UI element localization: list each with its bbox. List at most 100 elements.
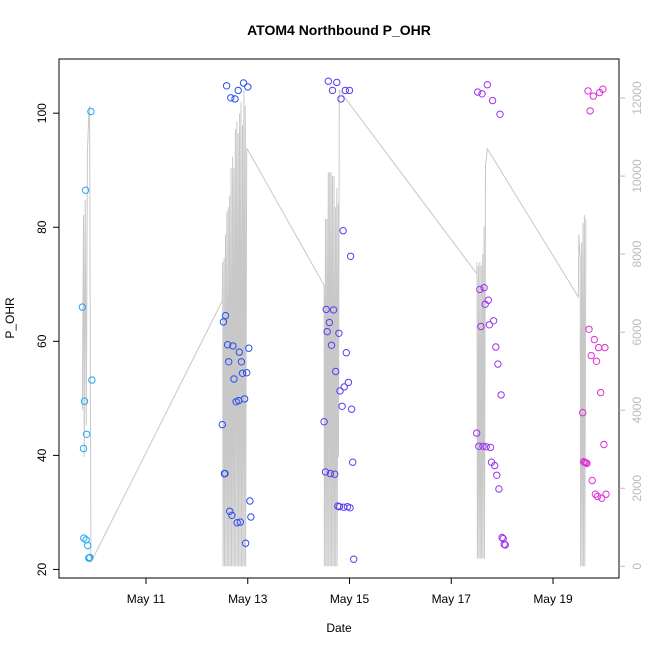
data-point [484,296,492,304]
data-point [478,90,486,98]
data-point [597,388,605,397]
data-point [81,186,90,194]
y-tick-label: 20 [35,562,49,576]
data-point [229,342,237,350]
secondary-series-line [81,88,587,567]
data-point [602,490,610,498]
data-point [346,504,354,512]
data-point [79,444,88,453]
data-point [231,95,239,103]
data-point [338,402,346,410]
data-point [238,369,247,377]
data-point [244,83,252,91]
data-point [221,469,229,478]
data-point [501,541,509,549]
data-point [222,82,231,90]
data-point [585,325,593,333]
data-point [227,94,235,102]
plot-frame [58,58,620,579]
data-point [482,443,490,451]
data-point [480,284,488,292]
data-point [485,321,494,329]
y2-tick-label: 6000 [630,318,644,345]
data-point [346,252,355,260]
data-point [495,485,503,493]
data-point [477,322,485,331]
data-point [219,318,228,326]
axes-layer: May 11 May 13 May 15 May 17 May 19 20 40 60 80 10… [35,58,644,606]
data-point [225,358,233,366]
data-point [88,376,96,384]
y-tick-label: 40 [35,448,49,462]
data-point [228,511,236,519]
data-point [235,348,244,356]
data-point [579,408,587,417]
x-axis-label: Date [326,621,352,635]
data-point [475,442,483,450]
data-point [239,79,248,87]
data-point [87,107,95,116]
data-point [336,387,344,395]
data-point [593,492,602,501]
y2-tick-label: 0 [630,563,644,570]
data-point [491,461,499,470]
data-point [591,490,600,498]
data-point [235,396,243,405]
data-point [497,391,505,399]
data-point [333,78,341,87]
x-tick-label: May 17 [432,592,472,606]
data-point [218,420,227,429]
data-point [599,85,607,93]
y2-tick-label: 12000 [630,81,644,115]
data-point [226,507,234,515]
data-point [323,327,331,336]
secondary-line-layer [81,88,587,567]
data-point [233,519,241,527]
y2-tick-label: 2000 [630,475,644,502]
data-point [592,357,601,365]
x-tick-label: May 15 [330,592,370,606]
data-point [584,87,592,95]
data-point [587,351,595,360]
data-point [329,306,338,314]
data-point [84,541,92,550]
data-point [345,86,354,95]
y2-tick-label: 8000 [630,240,644,267]
data-point [341,86,349,95]
data-point [473,429,481,437]
data-point [234,86,242,95]
data-point [600,440,608,449]
data-point [479,442,487,450]
data-point [494,360,502,368]
data-point [236,518,245,526]
data-point [322,305,330,314]
data-point [237,358,246,366]
data-point [342,349,350,357]
data-point [80,534,88,542]
points-layer [78,77,610,563]
data-point [80,397,89,405]
data-point [598,494,606,502]
data-point [321,468,330,476]
data-point [492,343,500,351]
data-point [328,86,337,95]
data-point [498,533,506,542]
data-point [586,107,594,115]
data-point [245,344,253,352]
data-point [332,367,340,376]
data-point [588,476,596,485]
data-point [325,318,334,327]
data-point [483,81,491,89]
data-point [335,503,344,511]
data-point [590,335,598,344]
data-point [85,554,94,562]
data-point [331,470,339,478]
data-point [324,77,332,85]
x-tick-label: May 11 [127,592,166,606]
data-point [589,92,597,100]
data-point [82,430,91,438]
data-point [486,443,495,452]
y-axis-label: P_OHR [3,297,17,339]
data-point [583,459,591,468]
